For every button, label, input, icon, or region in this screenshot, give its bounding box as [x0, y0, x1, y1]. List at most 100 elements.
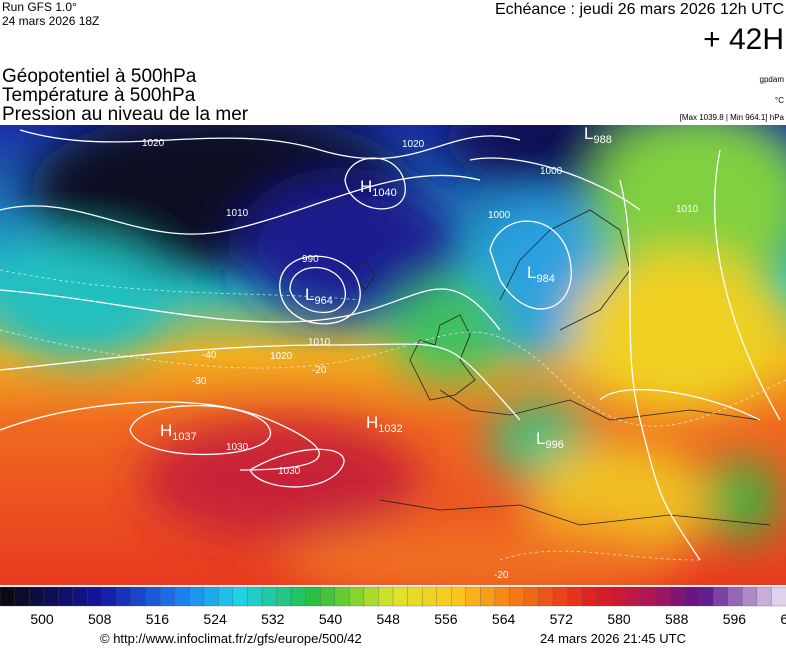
contour-label: -40 [202, 350, 217, 361]
colorbar-label: 596 [723, 611, 747, 627]
colorbar-swatch [276, 586, 292, 607]
colorbar-label: 540 [319, 611, 343, 627]
colorbar-swatch [43, 586, 59, 607]
colorbar-swatch [392, 586, 409, 607]
colorbar-swatch [58, 586, 74, 607]
colorbar-label: 532 [261, 611, 285, 627]
contour-label: 1010 [226, 208, 249, 219]
field-label: Température à 500hPa [2, 85, 196, 106]
contour-label: 1000 [540, 166, 563, 177]
colorbar-swatch [116, 586, 132, 607]
colorbar-swatch [407, 586, 423, 607]
contour-label: 1010 [676, 204, 699, 215]
colorbar-swatch [640, 586, 656, 607]
colorbar-label: 588 [665, 611, 689, 627]
field-label: Pression au niveau de la mer [2, 104, 249, 125]
colorbar-swatch [101, 586, 118, 607]
colorbar-swatch [189, 586, 205, 607]
colorbar-swatch [669, 586, 685, 607]
center-letter: H [360, 177, 372, 196]
colorbar-swatch [72, 586, 88, 607]
colorbar-swatch [480, 586, 496, 607]
colorbar-swatch [654, 586, 671, 607]
center-value: 964 [314, 295, 332, 307]
colorbar-swatch [523, 586, 540, 607]
colorbar-swatch [0, 586, 16, 607]
colorbar-swatch [261, 586, 278, 607]
colorbar-swatch [290, 586, 307, 607]
center-value: 984 [536, 273, 554, 285]
colorbar-swatch [771, 586, 786, 607]
center-value: 1040 [372, 187, 396, 199]
colorbar-swatch [494, 586, 511, 607]
colorbar-swatch [683, 586, 700, 607]
colorbar-swatch [174, 586, 190, 607]
pressure-center: L996 [536, 429, 564, 451]
pressure-center: H1040 [360, 177, 397, 199]
field-label: Géopotentiel à 500hPa [2, 66, 197, 87]
colorbar-swatch [218, 586, 234, 607]
colorbar-swatch [727, 586, 743, 607]
colorbar-swatch [247, 586, 263, 607]
colorbar-swatch [756, 586, 773, 607]
colorbar [0, 586, 786, 607]
run-label: Run GFS 1.0° [2, 0, 77, 14]
center-value: 996 [545, 439, 563, 451]
colorbar-label: 580 [607, 611, 631, 627]
colorbar-label: 604 [780, 611, 786, 627]
center-letter: H [160, 421, 172, 440]
contour-label: -20 [312, 365, 327, 376]
echeance: Echéance : jeudi 26 mars 2026 12h UTC [495, 1, 784, 18]
colorbar-swatch [509, 586, 525, 607]
colorbar-swatch [421, 586, 438, 607]
colorbar-swatch [203, 586, 219, 607]
contour-label: 1000 [488, 210, 511, 221]
contour-label: 1020 [142, 138, 165, 149]
center-letter: L [536, 429, 545, 448]
contour-label: -20 [494, 570, 509, 581]
colorbar-swatch [130, 586, 147, 607]
colorbar-swatch [378, 586, 394, 607]
colorbar-swatch [611, 586, 627, 607]
center-value: 1032 [378, 423, 402, 435]
center-value: 1037 [172, 431, 196, 443]
contour-label: 990 [302, 254, 319, 265]
pressure-center: H1037 [160, 421, 197, 443]
contour-label: 1020 [402, 139, 425, 150]
colorbar-swatch [349, 586, 365, 607]
center-letter: L [584, 124, 593, 143]
colorbar-swatch [320, 586, 336, 607]
colorbar-swatch [582, 586, 598, 607]
pressure-center: H1032 [366, 413, 403, 435]
colorbar-label: 508 [88, 611, 112, 627]
center-letter: L [305, 285, 314, 304]
colorbar-swatch [232, 586, 249, 607]
map: 1020 1010 1000 1000 990 1020 1010 1030 1… [0, 124, 786, 585]
contour-label: 1030 [278, 466, 301, 477]
footer-timestamp: 24 mars 2026 21:45 UTC [540, 631, 686, 646]
center-letter: H [366, 413, 378, 432]
run-date: 24 mars 2026 18Z [2, 14, 99, 28]
colorbar-swatch [552, 586, 569, 607]
colorbar-swatch [87, 586, 103, 607]
contour-label: 1030 [226, 442, 249, 453]
colorbar-swatch [159, 586, 176, 607]
colorbar-swatch [14, 586, 30, 607]
colorbar-swatch [538, 586, 554, 607]
colorbar-swatch [436, 586, 452, 607]
colorbar-swatch [567, 586, 583, 607]
colorbar-swatch [305, 586, 321, 607]
pressure-center: L984 [527, 263, 555, 285]
colorbar-label: 524 [203, 611, 227, 627]
pressure-center: L964 [305, 285, 333, 307]
colorbar-labels: 500 508 516 524 532 540 548 556 564 572 580 588 596 6… [30, 611, 786, 627]
colorbar-swatch [28, 586, 45, 607]
colorbar-label: 564 [492, 611, 516, 627]
colorbar-label: 572 [550, 611, 574, 627]
colorbar-swatch [334, 586, 350, 607]
pressure-center: L988 [584, 124, 612, 146]
unit-label: gpdam [760, 75, 785, 84]
colorbar-label: 516 [146, 611, 170, 627]
